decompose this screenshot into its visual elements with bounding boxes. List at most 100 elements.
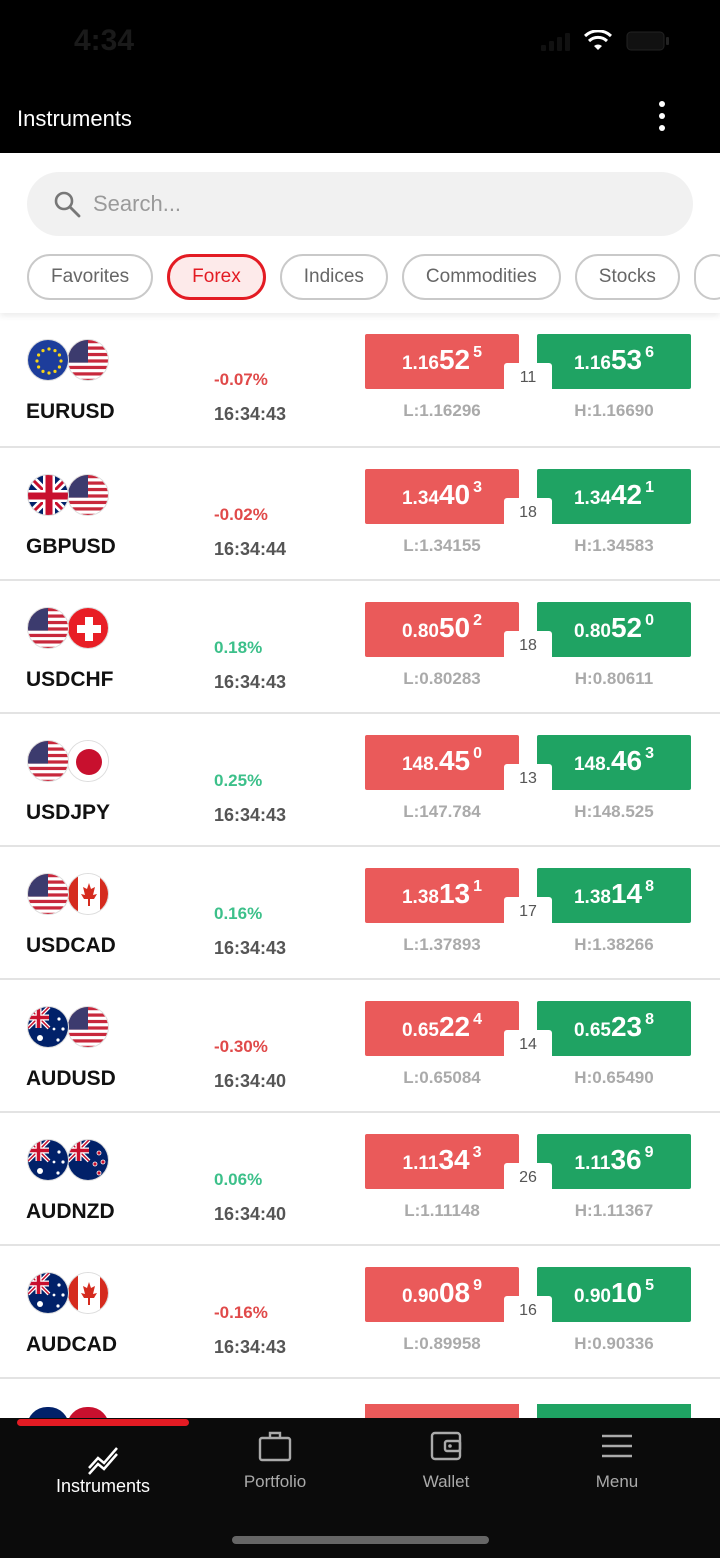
price-pips: 45 bbox=[438, 745, 471, 776]
sell-price-button[interactable] bbox=[365, 1404, 519, 1418]
price-change: -0.02% bbox=[214, 505, 268, 524]
instrument-symbol: USDCHF bbox=[26, 668, 114, 691]
spread-value: 18 bbox=[504, 631, 552, 661]
price-pips: 34 bbox=[438, 1144, 470, 1175]
price-prefix: 0.90 bbox=[401, 1286, 439, 1307]
tab-instruments[interactable]: Instruments bbox=[17, 1418, 189, 1528]
day-high: H:1.11367 bbox=[574, 1201, 654, 1220]
instrument-row[interactable]: USDJPY 0.25% 16:34:43 148.45 0 13 148.46 3 L:147… bbox=[0, 714, 720, 847]
bottom-tab-bar: Instruments Portfolio Wallet Menu bbox=[0, 1418, 720, 1558]
instrument-symbol: USDCAD bbox=[26, 934, 116, 957]
us-flag-icon bbox=[67, 1006, 109, 1048]
chip-forex[interactable]: Forex bbox=[167, 254, 266, 300]
day-low: L:1.34155 bbox=[403, 536, 481, 555]
currency-pair-flags bbox=[27, 474, 109, 516]
price-prefix: 0.65 bbox=[573, 1020, 611, 1041]
chip-favorites[interactable]: Favorites bbox=[27, 254, 154, 300]
kebab-menu-icon[interactable] bbox=[644, 96, 680, 136]
tab-portfolio[interactable]: Portfolio bbox=[189, 1418, 361, 1528]
search-input[interactable] bbox=[93, 172, 653, 236]
buy-price-button[interactable]: 1.3442 1 bbox=[537, 469, 691, 524]
price-fraction: 1 bbox=[645, 479, 655, 496]
sell-price-button[interactable]: 0.6522 4 bbox=[365, 1001, 519, 1056]
quote-time: 16:34:43 bbox=[214, 938, 287, 958]
price-change: 0.25% bbox=[214, 771, 263, 790]
buy-price-button[interactable]: 0.6523 8 bbox=[537, 1001, 691, 1056]
search-box[interactable] bbox=[27, 172, 693, 236]
day-low: L:147.784 bbox=[403, 802, 481, 821]
chip-commodities[interactable]: Commodities bbox=[401, 254, 561, 300]
chip-stocks[interactable]: Stocks bbox=[574, 254, 680, 300]
instrument-row[interactable]: GBPUSD -0.02% 16:34:44 1.3440 3 18 1.3442 1 L:1.… bbox=[0, 448, 720, 581]
instrument-row[interactable]: EURUSD -0.07% 16:34:43 1.1652 5 11 1.1653 6 L:1.… bbox=[0, 313, 720, 448]
price-change: 0.06% bbox=[214, 1170, 263, 1189]
price-prefix: 1.11 bbox=[574, 1153, 611, 1174]
us-flag-icon bbox=[27, 607, 69, 649]
briefcase-icon bbox=[258, 1431, 292, 1462]
spread-value: 14 bbox=[504, 1030, 552, 1060]
sell-price-button[interactable]: 0.9008 9 bbox=[365, 1267, 519, 1322]
day-high: H:0.65490 bbox=[574, 1068, 654, 1087]
tab-wallet[interactable]: Wallet bbox=[360, 1418, 532, 1528]
instrument-row[interactable]: USDCAD 0.16% 16:34:43 1.3813 1 17 1.3814 8 L:1.3… bbox=[0, 847, 720, 980]
instrument-row[interactable]: USDCHF 0.18% 16:34:43 0.8050 2 18 0.8052 0 L:0.8… bbox=[0, 581, 720, 714]
buy-price-button[interactable]: 0.8052 0 bbox=[537, 602, 691, 657]
currency-pair-flags bbox=[27, 607, 109, 649]
quote-time: 16:34:43 bbox=[214, 805, 287, 825]
instrument-row-partial[interactable] bbox=[0, 1379, 720, 1418]
buy-price-button[interactable]: 1.1653 6 bbox=[537, 334, 691, 389]
sell-price-button[interactable]: 1.3440 3 bbox=[365, 469, 519, 524]
buy-price-button[interactable]: 148.46 3 bbox=[537, 735, 691, 790]
us-flag-icon bbox=[27, 740, 69, 782]
instrument-row[interactable]: AUDUSD -0.30% 16:34:40 0.6522 4 14 0.6523 8 L:0.… bbox=[0, 980, 720, 1113]
price-fraction: 1 bbox=[473, 878, 483, 895]
day-high: H:1.34583 bbox=[574, 536, 654, 555]
price-fraction: 9 bbox=[473, 1277, 483, 1294]
price-fraction: 3 bbox=[473, 479, 483, 496]
buy-price-button[interactable]: 1.1136 9 bbox=[537, 1134, 691, 1189]
chip-more[interactable] bbox=[693, 254, 720, 300]
hamburger-menu-icon bbox=[602, 1434, 632, 1458]
day-high: H:1.38266 bbox=[574, 935, 654, 954]
price-fraction: 6 bbox=[645, 344, 655, 361]
us-flag-icon bbox=[67, 474, 109, 516]
category-chips: Favorites Forex Indices Commodities Stocks bbox=[27, 254, 720, 302]
spread-value: 11 bbox=[504, 363, 552, 393]
jp-flag-icon bbox=[67, 740, 109, 782]
spread-value: 13 bbox=[504, 764, 552, 794]
buy-price-button[interactable]: 0.9010 5 bbox=[537, 1267, 691, 1322]
day-low: L:0.80283 bbox=[403, 669, 481, 688]
price-change: -0.07% bbox=[214, 370, 268, 389]
sell-price-button[interactable]: 1.1134 3 bbox=[365, 1134, 519, 1189]
sell-price-button[interactable]: 148.45 0 bbox=[365, 735, 519, 790]
sell-price-button[interactable]: 1.3813 1 bbox=[365, 868, 519, 923]
price-prefix: 148. bbox=[401, 754, 439, 775]
price-prefix: 1.16 bbox=[401, 353, 439, 374]
search-icon bbox=[54, 191, 81, 218]
sell-price-button[interactable]: 0.8050 2 bbox=[365, 602, 519, 657]
tab-label: Menu bbox=[595, 1472, 639, 1491]
au-flag-icon bbox=[27, 1272, 69, 1314]
price-prefix: 0.80 bbox=[401, 621, 439, 642]
status-icons bbox=[541, 30, 670, 52]
price-prefix: 148. bbox=[573, 754, 611, 775]
price-fraction: 8 bbox=[645, 878, 655, 895]
buy-price-button[interactable]: 1.3814 8 bbox=[537, 868, 691, 923]
instrument-row[interactable]: AUDCAD -0.16% 16:34:43 0.9008 9 16 0.9010 5 L:0.… bbox=[0, 1246, 720, 1379]
price-fraction: 5 bbox=[645, 1277, 655, 1294]
sell-price-button[interactable]: 1.1652 5 bbox=[365, 334, 519, 389]
price-pips: 14 bbox=[610, 878, 643, 909]
chip-indices[interactable]: Indices bbox=[279, 254, 388, 300]
home-indicator bbox=[232, 1536, 489, 1544]
currency-pair-flags bbox=[27, 1272, 109, 1314]
currency-pair-flags bbox=[27, 1139, 109, 1181]
page-title: Instruments bbox=[17, 106, 132, 131]
quote-time: 16:34:40 bbox=[214, 1204, 287, 1224]
tab-menu[interactable]: Menu bbox=[531, 1418, 703, 1528]
buy-price-button[interactable] bbox=[537, 1404, 691, 1418]
ch-flag-icon bbox=[67, 607, 109, 649]
instrument-symbol: GBPUSD bbox=[26, 535, 116, 558]
instrument-row[interactable]: AUDNZD 0.06% 16:34:40 1.1134 3 26 1.1136 9 L:1.1… bbox=[0, 1113, 720, 1246]
active-tab-indicator bbox=[17, 1419, 189, 1426]
price-fraction: 4 bbox=[473, 1011, 483, 1028]
